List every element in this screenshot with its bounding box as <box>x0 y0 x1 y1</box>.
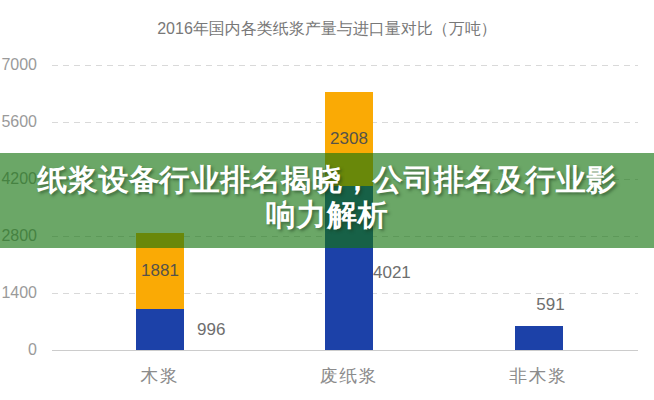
y-axis-tick-label: 1400 <box>0 284 37 302</box>
overlay-headline-line1: 纸浆设备行业排名揭晓，公司排名及行业影 <box>37 163 617 196</box>
production-value-label: 4021 <box>373 263 411 283</box>
production-value-label: 591 <box>536 295 564 315</box>
gridline <box>52 65 638 66</box>
import-value-label: 1881 <box>141 261 179 281</box>
x-axis-category-label: 废纸浆 <box>320 364 379 388</box>
y-axis-tick-label: 0 <box>0 341 37 359</box>
x-axis-category-label: 木浆 <box>141 364 180 388</box>
x-axis-category-label: 非木浆 <box>509 364 568 388</box>
y-axis-tick-label: 5600 <box>0 113 37 131</box>
x-axis-line <box>52 350 638 351</box>
import-value-label: 2308 <box>330 129 368 149</box>
y-axis-tick-label: 7000 <box>0 56 37 74</box>
chart-card: 2016年国内各类纸浆产量与进口量对比（万吨） 0140028004200560… <box>0 0 654 400</box>
overlay-headline: 纸浆设备行业排名揭晓，公司排名及行业影 响力解析 <box>0 162 654 232</box>
production-value-label: 996 <box>197 320 225 340</box>
overlay-banner: 纸浆设备行业排名揭晓，公司排名及行业影 响力解析 <box>0 153 654 248</box>
bar-segment-production <box>515 326 563 350</box>
chart-title: 2016年国内各类纸浆产量与进口量对比（万吨） <box>0 19 654 40</box>
bar-segment-production <box>136 309 184 350</box>
overlay-headline-line2: 响力解析 <box>266 198 388 231</box>
